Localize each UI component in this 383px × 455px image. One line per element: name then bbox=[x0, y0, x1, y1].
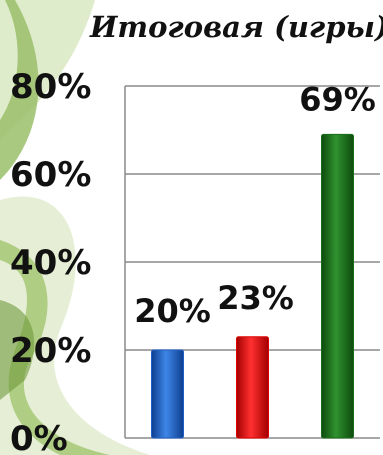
bar-1 bbox=[236, 336, 269, 439]
data-label-2: 69% bbox=[299, 80, 376, 118]
y-tick-label: 80% bbox=[10, 67, 91, 107]
y-tick-label: 20% bbox=[10, 331, 91, 371]
y-tick-label: 0% bbox=[10, 419, 68, 455]
y-tick-label: 40% bbox=[10, 243, 91, 283]
data-label-0: 20% bbox=[134, 292, 211, 330]
chart-title: Итоговая (игры) bbox=[90, 10, 383, 44]
y-tick-label: 60% bbox=[10, 155, 91, 195]
bars bbox=[151, 133, 354, 439]
data-label-1: 23% bbox=[217, 279, 294, 317]
bar-2 bbox=[321, 133, 354, 439]
data-labels: 20% 23% 69% bbox=[134, 80, 376, 330]
y-axis: 0% 20% 40% 60% 80% bbox=[10, 67, 126, 455]
bar-0 bbox=[151, 349, 184, 439]
